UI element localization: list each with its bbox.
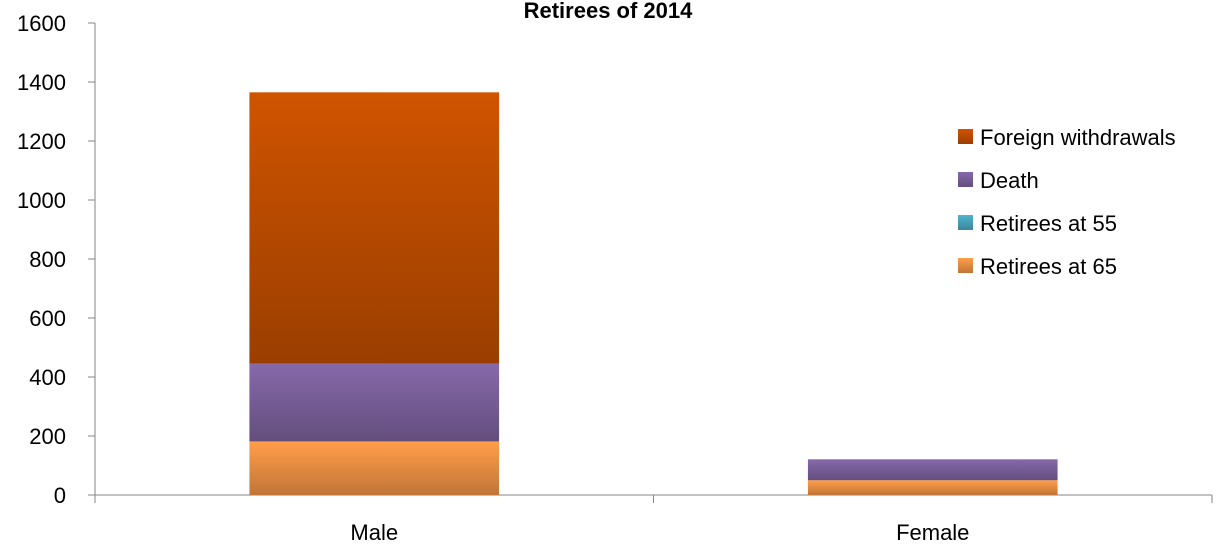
legend-swatch	[958, 172, 973, 187]
bar-segment-retirees-at-65	[249, 441, 500, 495]
legend-swatch	[958, 258, 973, 273]
y-tick-label: 1400	[17, 70, 66, 95]
y-tick-label: 1200	[17, 129, 66, 154]
bar-segment-foreign-withdrawals	[249, 92, 500, 364]
legend-label: Foreign withdrawals	[980, 125, 1176, 150]
bar-segment-death	[249, 363, 500, 442]
legend-swatch	[958, 129, 973, 144]
y-tick-label: 600	[29, 306, 66, 331]
x-tick-label: Male	[350, 520, 398, 545]
bar-segment-retirees-at-55	[249, 441, 500, 442]
legend-swatch	[958, 215, 973, 230]
legend-label: Retirees at 55	[980, 211, 1117, 236]
y-tick-label: 1000	[17, 188, 66, 213]
x-axis: Male Female	[94, 494, 1213, 545]
x-tick-label: Female	[896, 520, 969, 545]
legend-label: Retirees at 65	[980, 254, 1117, 279]
y-tick-label: 200	[29, 424, 66, 449]
legend-label: Death	[980, 168, 1039, 193]
chart-title: Retirees of 2014	[524, 0, 694, 23]
bar-segment-retirees-at-65	[807, 480, 1058, 495]
y-tick-label: 800	[29, 247, 66, 272]
legend: Foreign withdrawals Death Retirees at 55 Re…	[958, 125, 1176, 279]
y-tick-label: 1600	[17, 11, 66, 36]
y-axis: 0 200 400 600 800 1000 1200 1400 1600	[17, 11, 96, 508]
y-tick-label: 400	[29, 365, 66, 390]
y-tick-label: 0	[54, 483, 66, 508]
bars	[249, 92, 1058, 495]
bar-segment-death	[807, 459, 1058, 481]
